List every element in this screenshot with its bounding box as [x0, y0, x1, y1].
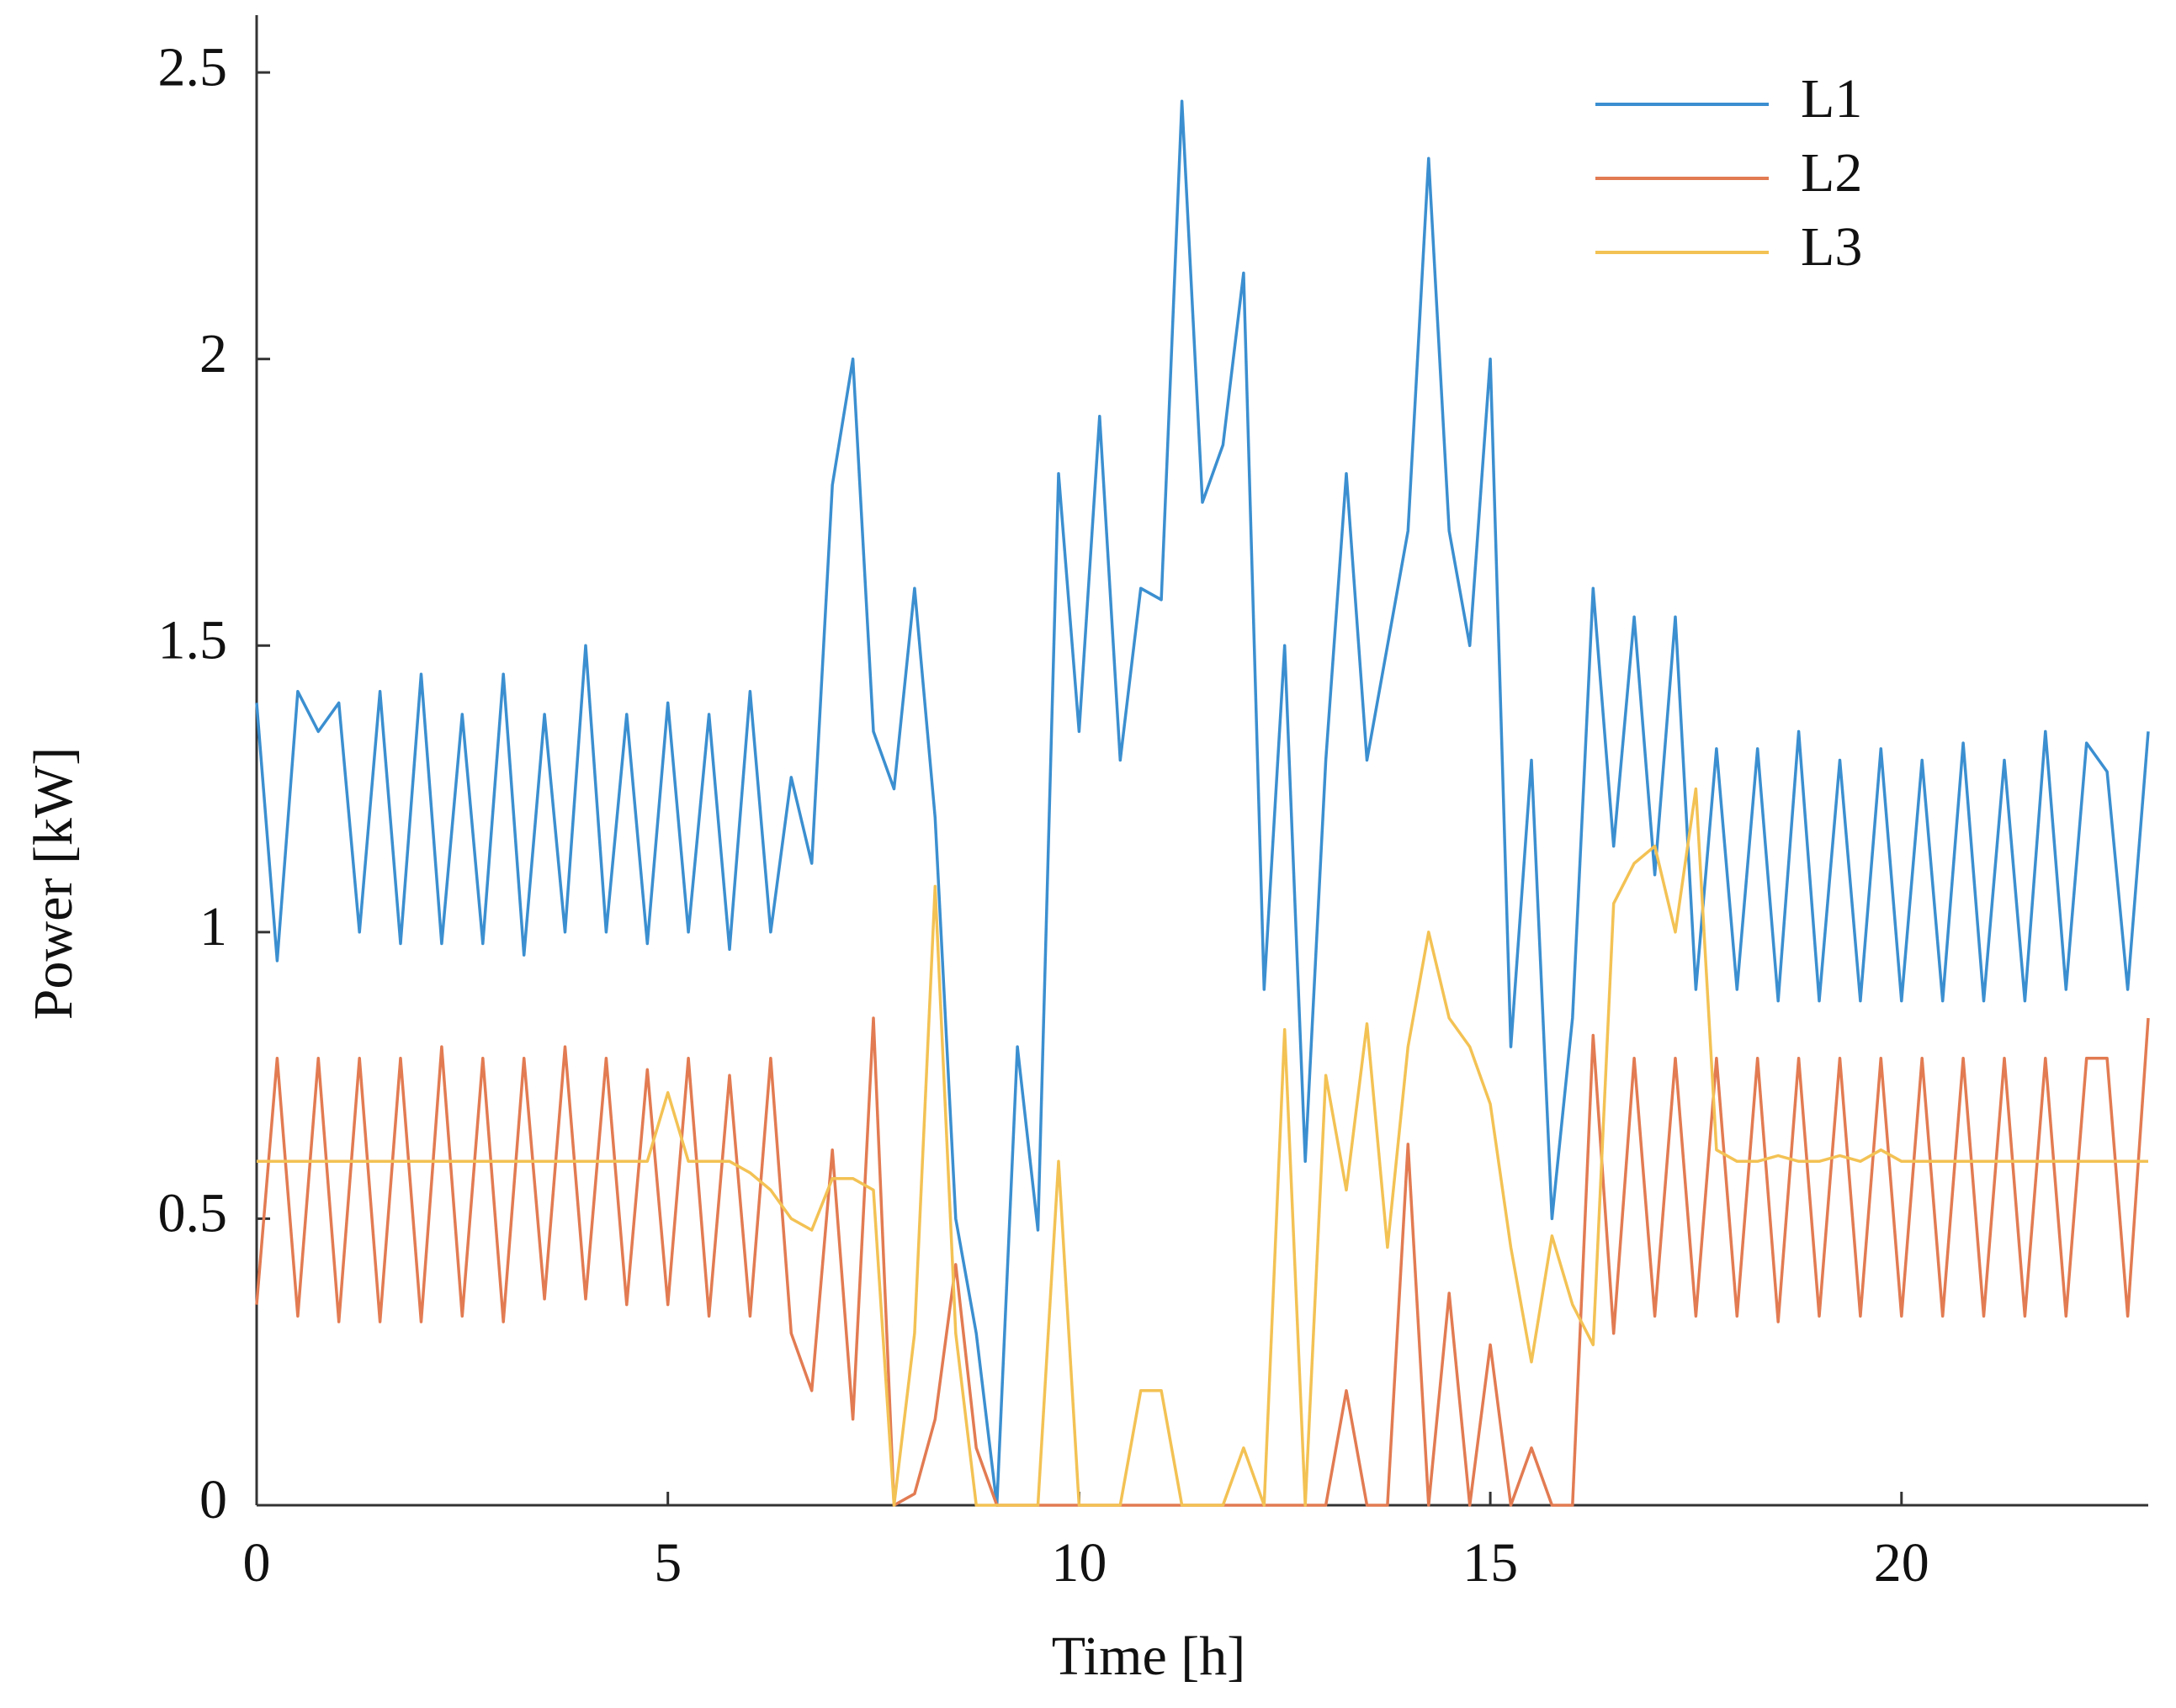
x-tick-label: 5 [654, 1532, 682, 1594]
y-tick-label: 0 [199, 1469, 227, 1530]
x-tick-label: 0 [243, 1532, 271, 1594]
y-tick-label: 1 [199, 896, 227, 957]
x-axis-label: Time [h] [1052, 1626, 1245, 1687]
data-line [255, 1016, 2150, 1507]
y-tick-label: 0.5 [158, 1183, 228, 1244]
legend-label: L2 [1801, 142, 1862, 204]
x-tick-label: 10 [1051, 1532, 1107, 1594]
y-tick-label: 2 [199, 323, 227, 385]
y-axis-label: Power [kW] [23, 747, 84, 1020]
x-tick-label: 20 [1874, 1532, 1929, 1594]
y-tick-label: 1.5 [158, 609, 228, 671]
legend-label: L3 [1801, 216, 1862, 278]
data-line [257, 787, 2148, 1507]
legend-label: L1 [1801, 68, 1862, 130]
x-tick-label: 15 [1462, 1532, 1518, 1594]
data-line [255, 99, 2150, 1507]
y-tick-label: 2.5 [158, 36, 228, 98]
